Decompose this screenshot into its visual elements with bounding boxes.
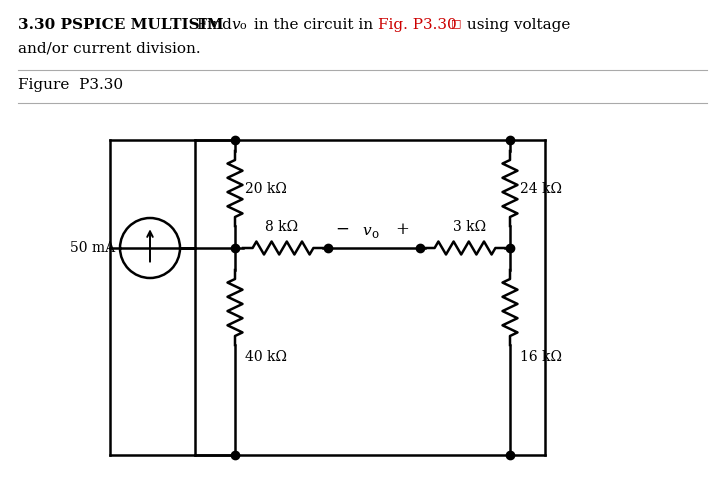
Text: Figure  P3.30: Figure P3.30 xyxy=(18,78,123,92)
Text: 50 mA: 50 mA xyxy=(70,241,115,255)
Text: in the circuit in: in the circuit in xyxy=(249,18,378,32)
Text: v: v xyxy=(231,18,240,32)
Text: v: v xyxy=(362,224,370,238)
Text: using voltage: using voltage xyxy=(462,18,571,32)
Text: Fig. P3.30: Fig. P3.30 xyxy=(378,18,457,32)
Text: o: o xyxy=(240,21,247,31)
Text: 16 kΩ: 16 kΩ xyxy=(520,349,562,364)
Text: 24 kΩ: 24 kΩ xyxy=(520,182,562,196)
Text: 3.30 PSPICE MULTISIM: 3.30 PSPICE MULTISIM xyxy=(18,18,223,32)
Text: 3 kΩ: 3 kΩ xyxy=(453,220,486,234)
Text: +: + xyxy=(395,221,409,238)
Text: and/or current division.: and/or current division. xyxy=(18,42,201,56)
Text: −: − xyxy=(335,221,349,238)
Text: 40 kΩ: 40 kΩ xyxy=(245,349,287,364)
Text: 8 kΩ: 8 kΩ xyxy=(265,220,298,234)
Text: Find: Find xyxy=(192,18,237,32)
Text: 20 kΩ: 20 kΩ xyxy=(245,182,287,196)
Text: □: □ xyxy=(451,18,462,28)
Text: o: o xyxy=(371,228,378,241)
